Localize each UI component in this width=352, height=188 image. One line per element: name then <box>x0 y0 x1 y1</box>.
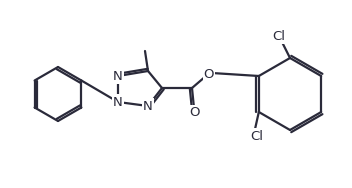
Text: Cl: Cl <box>250 130 263 143</box>
Text: Cl: Cl <box>272 30 285 42</box>
Text: O: O <box>204 67 214 80</box>
Text: N: N <box>113 96 123 108</box>
Text: N: N <box>113 70 123 83</box>
Text: N: N <box>143 99 153 112</box>
Text: O: O <box>189 106 199 120</box>
